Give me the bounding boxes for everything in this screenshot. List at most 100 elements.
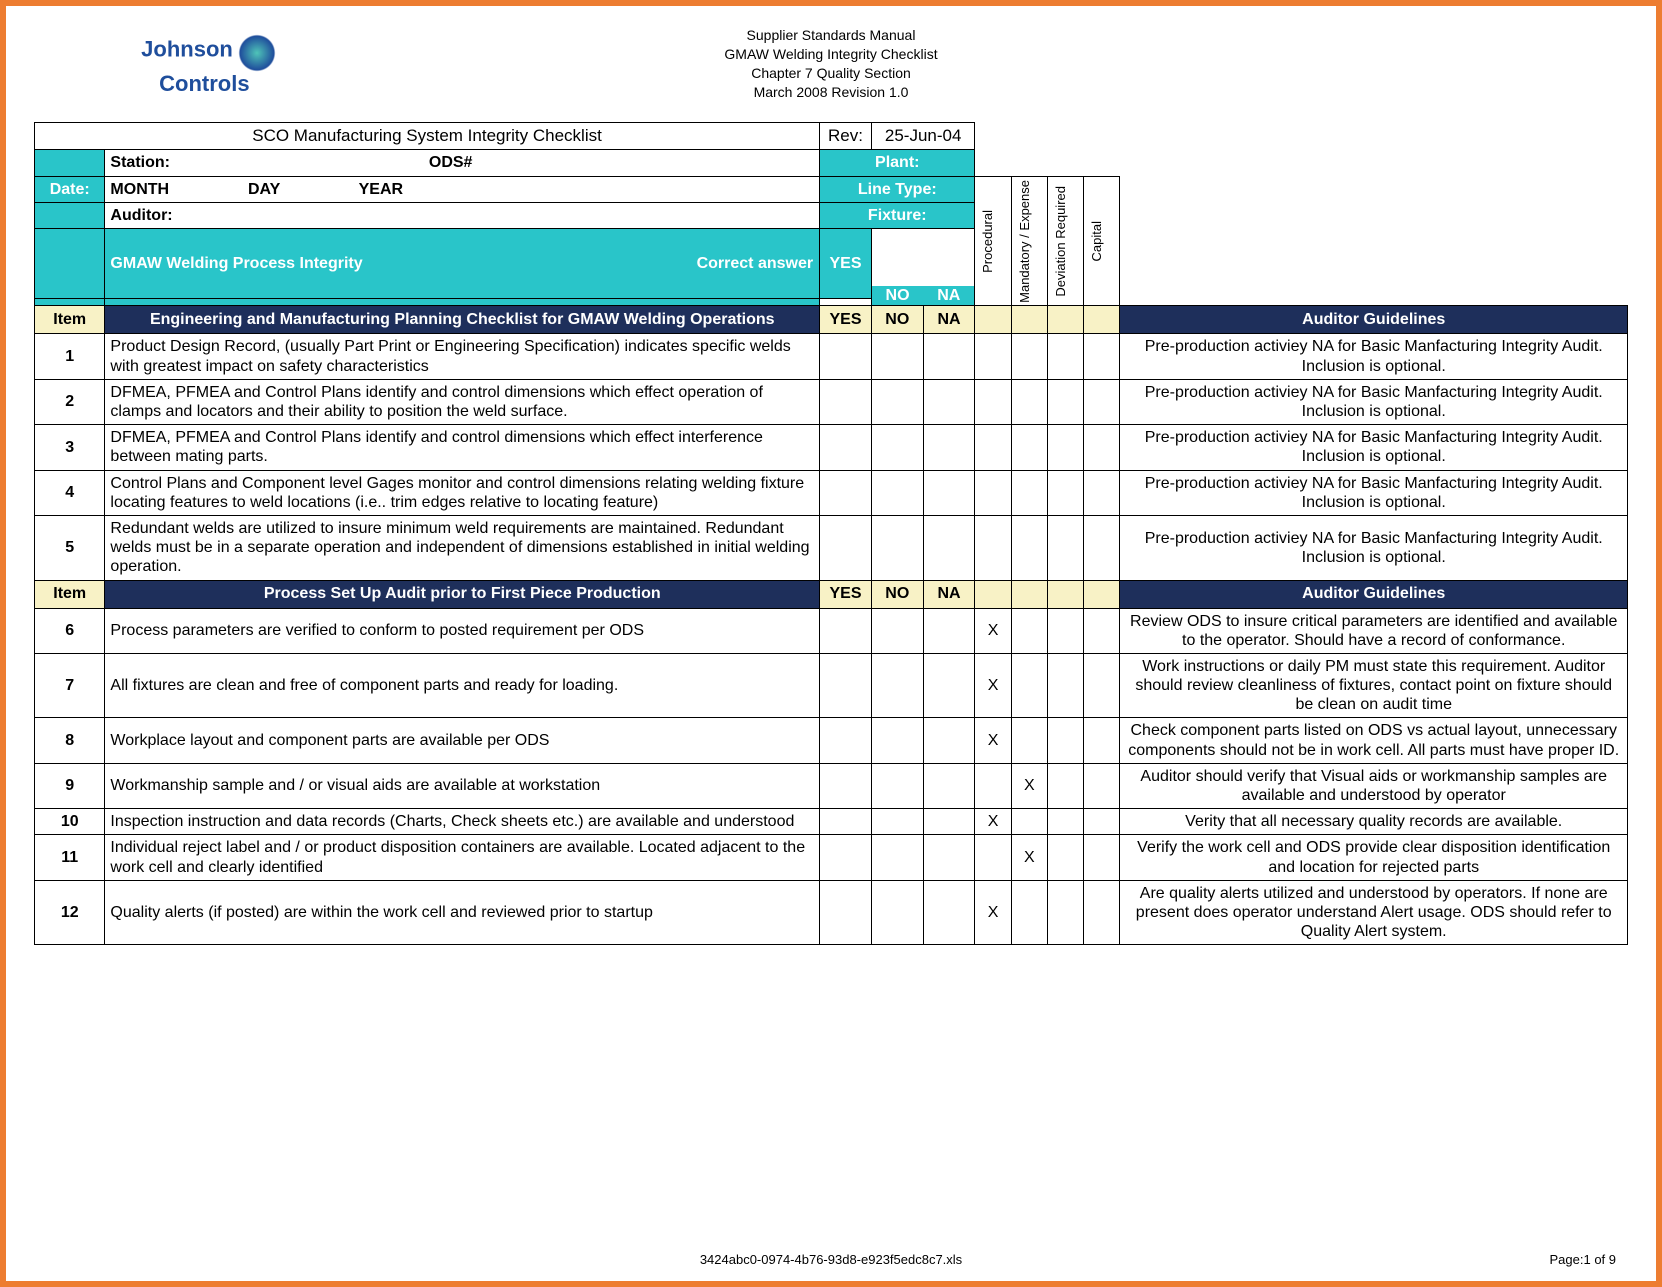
mandatory-cell[interactable] xyxy=(1011,425,1047,470)
procedural-cell[interactable] xyxy=(975,425,1011,470)
table-row: 2DFMEA, PFMEA and Control Plans identify… xyxy=(35,379,1628,424)
deviation-cell[interactable] xyxy=(1047,880,1083,945)
deviation-cell[interactable] xyxy=(1047,718,1083,763)
procedural-cell[interactable]: X xyxy=(975,809,1011,835)
no-cell[interactable] xyxy=(871,653,923,718)
mandatory-cell[interactable] xyxy=(1011,880,1047,945)
procedural-cell[interactable]: X xyxy=(975,608,1011,653)
item-number: 1 xyxy=(35,334,105,379)
deviation-cell[interactable] xyxy=(1047,809,1083,835)
procedural-cell[interactable] xyxy=(975,763,1011,808)
mandatory-cell[interactable] xyxy=(1011,809,1047,835)
yes-cell[interactable] xyxy=(820,425,872,470)
yes-cell[interactable] xyxy=(820,809,872,835)
mandatory-cell[interactable] xyxy=(1011,379,1047,424)
procedural-cell[interactable] xyxy=(975,835,1011,880)
no-cell[interactable] xyxy=(871,470,923,515)
yes-cell[interactable] xyxy=(820,379,872,424)
item-description: Control Plans and Component level Gages … xyxy=(105,470,820,515)
yes-cell[interactable] xyxy=(820,718,872,763)
capital-cell[interactable] xyxy=(1084,880,1120,945)
capital-cell[interactable] xyxy=(1084,653,1120,718)
mandatory-cell[interactable] xyxy=(1011,608,1047,653)
capital-cell[interactable] xyxy=(1084,608,1120,653)
yes-cell[interactable] xyxy=(820,470,872,515)
no-cell[interactable] xyxy=(871,334,923,379)
na-cell[interactable] xyxy=(923,653,975,718)
table-row: 4Control Plans and Component level Gages… xyxy=(35,470,1628,515)
procedural-cell[interactable]: X xyxy=(975,718,1011,763)
mandatory-cell[interactable]: X xyxy=(1011,835,1047,880)
no-cell[interactable] xyxy=(871,608,923,653)
na-cell[interactable] xyxy=(923,608,975,653)
no-cell[interactable] xyxy=(871,379,923,424)
yes-cell[interactable] xyxy=(820,653,872,718)
no-cell[interactable] xyxy=(871,835,923,880)
section-2-title: Process Set Up Audit prior to First Piec… xyxy=(105,580,820,608)
no-cell[interactable] xyxy=(871,880,923,945)
no-cell[interactable] xyxy=(871,718,923,763)
yes-cell[interactable] xyxy=(820,880,872,945)
na-cell[interactable] xyxy=(923,835,975,880)
item-description: DFMEA, PFMEA and Control Plans identify … xyxy=(105,379,820,424)
procedural-cell[interactable]: X xyxy=(975,653,1011,718)
na-cell[interactable] xyxy=(923,334,975,379)
capital-cell[interactable] xyxy=(1084,835,1120,880)
mandatory-cell[interactable] xyxy=(1011,334,1047,379)
yes-cell[interactable] xyxy=(820,763,872,808)
item-label-2: Item xyxy=(35,580,105,608)
na-cell[interactable] xyxy=(923,425,975,470)
procedural-cell[interactable] xyxy=(975,470,1011,515)
table-row: 3DFMEA, PFMEA and Control Plans identify… xyxy=(35,425,1628,470)
yes-cell[interactable] xyxy=(820,334,872,379)
deviation-cell[interactable] xyxy=(1047,763,1083,808)
procedural-cell[interactable] xyxy=(975,379,1011,424)
procedural-cell[interactable] xyxy=(975,334,1011,379)
capital-cell[interactable] xyxy=(1084,425,1120,470)
deviation-cell[interactable] xyxy=(1047,334,1083,379)
date-label: Date: xyxy=(35,176,105,202)
na-cell[interactable] xyxy=(923,515,975,580)
mandatory-cell[interactable] xyxy=(1011,718,1047,763)
item-number: 10 xyxy=(35,809,105,835)
procedural-cell[interactable] xyxy=(975,515,1011,580)
capital-cell[interactable] xyxy=(1084,809,1120,835)
deviation-cell[interactable] xyxy=(1047,470,1083,515)
no-cell[interactable] xyxy=(871,425,923,470)
procedural-cell[interactable]: X xyxy=(975,880,1011,945)
yes-cell[interactable] xyxy=(820,608,872,653)
yes-cell[interactable] xyxy=(820,515,872,580)
capital-cell[interactable] xyxy=(1084,379,1120,424)
mandatory-cell[interactable] xyxy=(1011,653,1047,718)
na-cell[interactable] xyxy=(923,379,975,424)
section-1-title: Engineering and Manufacturing Planning C… xyxy=(105,306,820,334)
deviation-cell[interactable] xyxy=(1047,515,1083,580)
na-cell[interactable] xyxy=(923,470,975,515)
na-cell[interactable] xyxy=(923,880,975,945)
no-cell[interactable] xyxy=(871,763,923,808)
capital-cell[interactable] xyxy=(1084,763,1120,808)
no-cell[interactable] xyxy=(871,515,923,580)
capital-cell[interactable] xyxy=(1084,515,1120,580)
deviation-cell[interactable] xyxy=(1047,425,1083,470)
na-cell[interactable] xyxy=(923,809,975,835)
capital-cell[interactable] xyxy=(1084,718,1120,763)
ods-label: ODS# xyxy=(429,154,473,171)
capital-cell[interactable] xyxy=(1084,334,1120,379)
mandatory-cell[interactable] xyxy=(1011,470,1047,515)
na-cell[interactable] xyxy=(923,718,975,763)
yes-cell[interactable] xyxy=(820,835,872,880)
guide-header-2: Auditor Guidelines xyxy=(1120,580,1628,608)
na-cell[interactable] xyxy=(923,763,975,808)
mandatory-cell[interactable]: X xyxy=(1011,763,1047,808)
deviation-cell[interactable] xyxy=(1047,653,1083,718)
table-row: 7All fixtures are clean and free of comp… xyxy=(35,653,1628,718)
table-row: 8Workplace layout and component parts ar… xyxy=(35,718,1628,763)
deviation-cell[interactable] xyxy=(1047,379,1083,424)
mandatory-cell[interactable] xyxy=(1011,515,1047,580)
no-cell[interactable] xyxy=(871,809,923,835)
deviation-cell[interactable] xyxy=(1047,608,1083,653)
capital-cell[interactable] xyxy=(1084,470,1120,515)
deviation-cell[interactable] xyxy=(1047,835,1083,880)
document-frame: Johnson Controls Supplier Standards Manu… xyxy=(0,0,1662,1287)
